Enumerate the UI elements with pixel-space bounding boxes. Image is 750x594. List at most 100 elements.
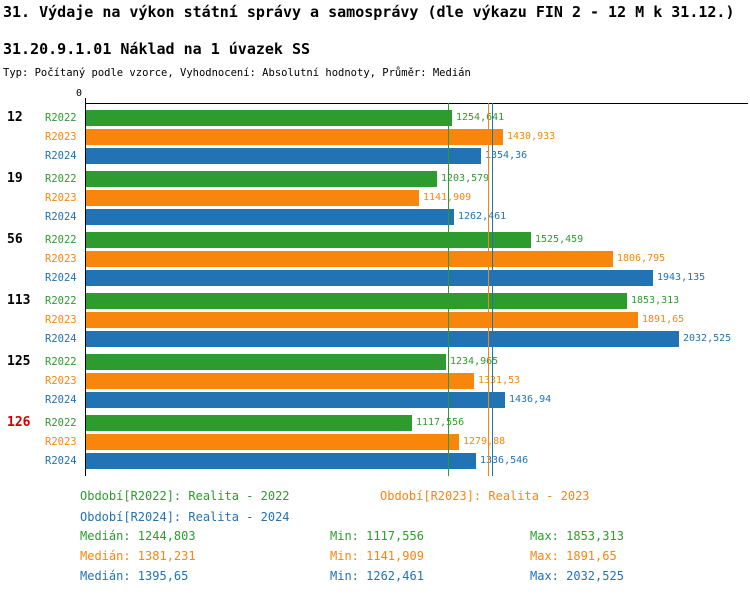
bar-value-label: 1430,933 [507,131,556,142]
bar-row-19-r2023: R2023 1141,909 [0,190,750,206]
bar [86,129,503,145]
series-row-label: R2022 [45,417,77,429]
group-label: 19 [7,171,23,186]
series-row-label: R2024 [45,150,77,162]
x-axis-line [85,103,748,104]
stat-median-r2022: Medián: 1244,803 [80,529,196,543]
bar-value-label: 1254,641 [456,112,505,123]
series-row-label: R2022 [45,173,77,185]
bar-value-label: 1234,965 [450,356,499,367]
legend-item-r2024: Období[R2024]: Realita - 2024 [80,510,290,524]
series-row-label: R2024 [45,455,77,467]
bar [86,148,481,164]
bar [86,270,653,286]
bar-value-label: 1853,313 [631,295,680,306]
stat-max-r2024: Max: 2032,525 [530,569,624,583]
bar [86,232,531,248]
bar [86,312,638,328]
series-row-label: R2022 [45,356,77,368]
median-line-r2024 [492,103,493,476]
bar-value-label: 1336,546 [480,455,529,466]
bar-row-125-r2024: R2024 1436,94 [0,392,750,408]
series-row-label: R2023 [45,314,77,326]
page-title: 31. Výdaje na výkon státní správy a samo… [3,3,735,21]
bar [86,293,627,309]
stat-max-r2023: Max: 1891,65 [530,549,617,563]
series-row-label: R2023 [45,131,77,143]
bar-row-56-r2024: R2024 1943,135 [0,270,750,286]
bar-row-113-r2022: 113 R2022 1853,313 [0,293,750,309]
bar-row-113-r2024: R2024 2032,525 [0,331,750,347]
bar-row-126-r2023: R2023 1279,88 [0,434,750,450]
bar [86,251,613,267]
stat-median-r2023: Medián: 1381,231 [80,549,196,563]
stat-median-r2024: Medián: 1395,65 [80,569,189,583]
series-row-label: R2024 [45,333,77,345]
bar-value-label: 1331,53 [478,375,521,386]
bar-row-126-r2022: 126 R2022 1117,556 [0,415,750,431]
bar-value-label: 1436,94 [509,394,552,405]
median-line-r2023 [488,103,489,476]
legend-item-r2022: Období[R2022]: Realita - 2022 [80,489,290,503]
x-axis-zero-label: 0 [75,88,82,99]
series-row-label: R2023 [45,253,77,265]
group-label: 126 [7,415,31,430]
bar-row-113-r2023: R2023 1891,65 [0,312,750,328]
stat-min-r2022: Min: 1117,556 [330,529,424,543]
bar [86,190,419,206]
bar [86,392,505,408]
bar-value-label: 1525,459 [535,234,584,245]
bar-row-12-r2023: R2023 1430,933 [0,129,750,145]
bar-value-label: 1279,88 [463,436,506,447]
series-row-label: R2022 [45,234,77,246]
bar [86,415,412,431]
stat-max-r2022: Max: 1853,313 [530,529,624,543]
bar-value-label: 1262,461 [458,211,507,222]
y-axis-line [85,103,86,476]
bar-row-56-r2022: 56 R2022 1525,459 [0,232,750,248]
series-row-label: R2024 [45,272,77,284]
bar-row-12-r2022: 12 R2022 1254,641 [0,110,750,126]
group-label: 12 [7,110,23,125]
bar [86,453,476,469]
bar [86,354,446,370]
bar-value-label: 2032,525 [683,333,732,344]
bar-row-19-r2022: 19 R2022 1203,579 [0,171,750,187]
series-row-label: R2023 [45,436,77,448]
group-label: 56 [7,232,23,247]
bar [86,373,474,389]
stat-min-r2024: Min: 1262,461 [330,569,424,583]
bar-row-56-r2023: R2023 1806,795 [0,251,750,267]
bar-value-label: 1203,579 [441,173,490,184]
bar-value-label: 1141,909 [423,190,471,206]
bar-value-label: 1891,65 [642,314,685,325]
series-row-label: R2022 [45,295,77,307]
bar [86,209,454,225]
bar-chart-plot: 0 12 R2022 1254,641 R2023 1430,933 R2024 1354,… [0,88,750,489]
bar-row-12-r2024: R2024 1354,36 [0,148,750,164]
stat-min-r2023: Min: 1141,909 [330,549,424,563]
median-line-r2022 [448,103,449,476]
bar-row-19-r2024: R2024 1262,461 [0,209,750,225]
bar-row-125-r2022: 125 R2022 1234,965 [0,354,750,370]
series-row-label: R2024 [45,394,77,406]
group-label: 113 [7,293,31,308]
bar-row-125-r2023: R2023 1331,53 [0,373,750,389]
bar-value-label: 1354,36 [485,150,528,161]
bar-value-label: 1806,795 [617,253,666,264]
series-row-label: R2023 [45,192,77,204]
bar-value-label: 1117,556 [416,417,465,428]
series-row-label: R2024 [45,211,77,223]
bar [86,331,679,347]
bar-row-126-r2024: R2024 1336,546 [0,453,750,469]
series-row-label: R2023 [45,375,77,387]
legend-item-r2023: Období[R2023]: Realita - 2023 [380,489,590,503]
bar [86,110,452,126]
indicator-subtitle: 31.20.9.1.01 Náklad na 1 úvazek SS [3,40,311,58]
group-label: 125 [7,354,31,369]
x-axis-tick [85,98,86,103]
chart-meta-line: Typ: Počítaný podle vzorce, Vyhodnocení:… [3,67,471,79]
bar-value-label: 1943,135 [657,272,706,283]
